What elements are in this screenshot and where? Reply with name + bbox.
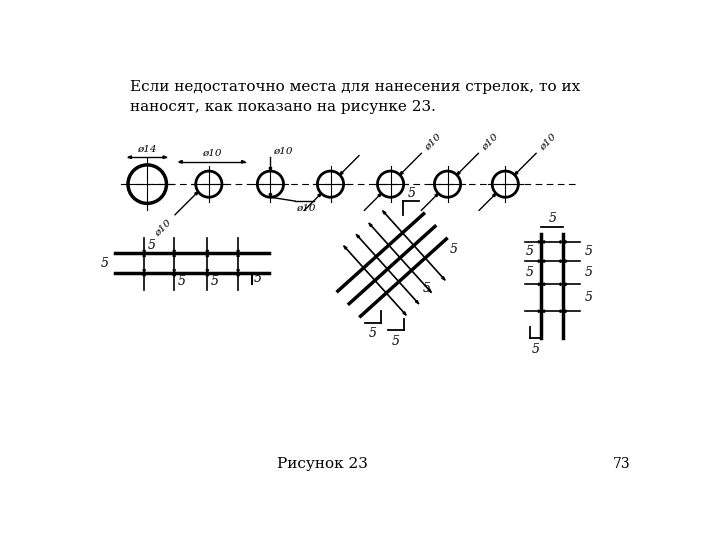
Polygon shape [563, 283, 566, 286]
Polygon shape [179, 160, 182, 163]
Text: 5: 5 [585, 245, 593, 258]
Polygon shape [539, 260, 541, 262]
Polygon shape [206, 253, 209, 256]
Text: 5: 5 [392, 335, 400, 348]
Text: ø14: ø14 [138, 144, 157, 153]
Polygon shape [206, 269, 209, 273]
Polygon shape [369, 224, 372, 226]
Polygon shape [173, 253, 176, 256]
Text: 5: 5 [548, 212, 557, 225]
Polygon shape [541, 241, 544, 243]
Polygon shape [269, 194, 271, 197]
Text: 73: 73 [613, 457, 631, 471]
Polygon shape [515, 172, 518, 175]
Text: 5: 5 [526, 266, 534, 279]
Polygon shape [560, 283, 563, 286]
Polygon shape [237, 253, 239, 256]
Polygon shape [563, 310, 566, 312]
Text: ø10: ø10 [153, 218, 174, 238]
Polygon shape [560, 241, 563, 243]
Polygon shape [143, 253, 145, 256]
Text: 5: 5 [177, 275, 185, 288]
Text: Рисунок 23: Рисунок 23 [277, 457, 368, 471]
Polygon shape [541, 260, 544, 262]
Text: 5: 5 [210, 275, 218, 288]
Polygon shape [383, 211, 386, 214]
Text: ø10: ø10 [480, 132, 500, 152]
Polygon shape [194, 192, 198, 195]
Polygon shape [237, 269, 239, 273]
Text: 5: 5 [148, 239, 156, 252]
Polygon shape [428, 289, 431, 292]
Polygon shape [435, 193, 438, 197]
Polygon shape [242, 160, 245, 163]
Text: 5: 5 [450, 243, 458, 256]
Polygon shape [442, 276, 445, 280]
Polygon shape [541, 283, 544, 286]
Polygon shape [173, 273, 176, 276]
Text: ø10: ø10 [538, 132, 558, 152]
Polygon shape [492, 193, 496, 197]
Polygon shape [318, 193, 321, 197]
Polygon shape [163, 156, 166, 159]
Text: ø10: ø10 [202, 149, 222, 158]
Polygon shape [403, 312, 406, 315]
Polygon shape [206, 251, 209, 253]
Polygon shape [415, 300, 418, 303]
Polygon shape [143, 269, 145, 273]
Polygon shape [269, 167, 271, 171]
Polygon shape [560, 260, 563, 262]
Polygon shape [237, 273, 239, 276]
Polygon shape [340, 172, 343, 175]
Text: 5: 5 [253, 272, 261, 285]
Polygon shape [560, 310, 563, 312]
Text: ø10: ø10 [273, 147, 292, 156]
Polygon shape [563, 241, 566, 243]
Polygon shape [128, 156, 132, 159]
Text: 5: 5 [369, 327, 377, 340]
Polygon shape [344, 246, 347, 249]
Polygon shape [356, 235, 359, 238]
Polygon shape [143, 251, 145, 253]
Polygon shape [456, 172, 460, 175]
Text: ø10: ø10 [423, 132, 443, 152]
Polygon shape [173, 251, 176, 253]
Polygon shape [539, 283, 541, 286]
Text: 5: 5 [585, 266, 593, 279]
Text: ø10: ø10 [297, 204, 316, 213]
Text: 5: 5 [423, 281, 431, 295]
Polygon shape [541, 310, 544, 312]
Text: 5: 5 [101, 256, 109, 269]
Text: 5: 5 [585, 291, 593, 304]
Polygon shape [563, 260, 566, 262]
Polygon shape [143, 273, 145, 276]
Text: Если недостаточно места для нанесения стрелок, то их
наносят, как показано на ри: Если недостаточно места для нанесения ст… [130, 80, 580, 114]
Polygon shape [206, 273, 209, 276]
Text: 5: 5 [526, 245, 534, 258]
Polygon shape [400, 172, 403, 175]
Polygon shape [539, 241, 541, 243]
Polygon shape [173, 269, 176, 273]
Text: 5: 5 [531, 343, 539, 356]
Polygon shape [539, 310, 541, 312]
Polygon shape [378, 193, 382, 197]
Polygon shape [237, 251, 239, 253]
Text: 5: 5 [408, 186, 415, 200]
